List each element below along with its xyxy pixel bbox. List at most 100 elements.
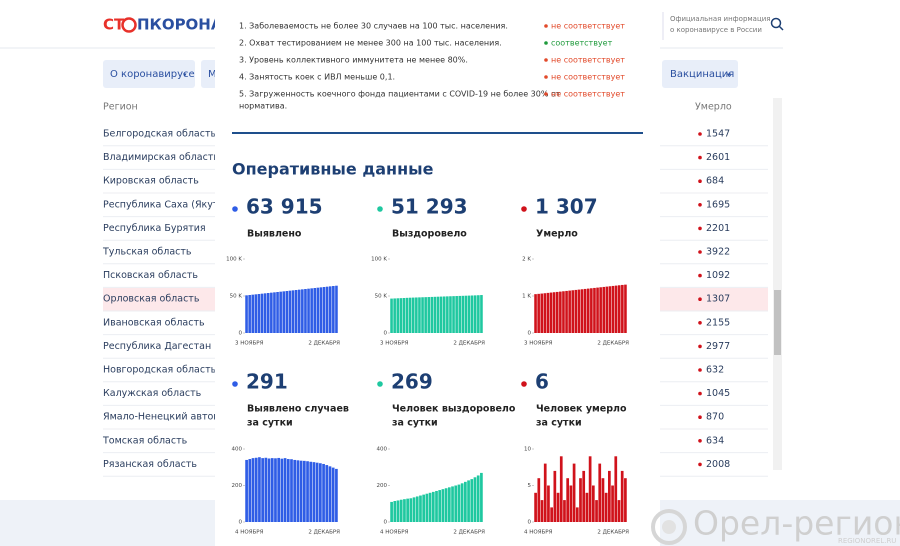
bar: [553, 470, 557, 522]
bar: [290, 459, 293, 522]
death-dot: [698, 415, 702, 420]
y-tick-label: 200: [232, 483, 243, 489]
bar: [601, 478, 605, 522]
death-dot: [698, 132, 702, 136]
bar: [537, 293, 540, 333]
bar: [546, 292, 550, 333]
x-tick-label: 2 ДЕКАБРЯ: [597, 530, 629, 536]
bar: [605, 286, 609, 333]
death-count: 2977: [706, 341, 730, 352]
bar: [476, 475, 480, 522]
bar: [273, 292, 276, 333]
bar: [433, 296, 437, 333]
nav-label[interactable]: О коронавирусе: [110, 69, 195, 80]
death-dot: [698, 226, 702, 231]
stat-label: Выявлено случаев: [247, 404, 349, 415]
x-tick-label: 3 НОЯБРЯ: [380, 341, 409, 347]
bar: [306, 461, 309, 522]
bar: [254, 457, 258, 522]
bar: [460, 483, 464, 522]
death-count: 2155: [706, 317, 730, 328]
bar: [419, 495, 422, 522]
search-icon[interactable]: [770, 17, 784, 31]
scrollbar[interactable]: [773, 98, 782, 470]
bar: [562, 291, 565, 333]
bar: [304, 289, 307, 333]
death-count: 1092: [706, 270, 730, 281]
bar: [331, 467, 335, 522]
bar: [611, 485, 614, 522]
bar: [455, 296, 458, 333]
bar: [590, 288, 593, 333]
region-name: Рязанская область: [103, 459, 197, 470]
bar: [461, 295, 465, 333]
bar: [310, 288, 313, 333]
x-tick-label: 4 НОЯБРЯ: [235, 530, 264, 536]
bar: [257, 294, 261, 333]
x-tick-label: 4 НОЯБРЯ: [524, 530, 553, 536]
nav-label[interactable]: М: [208, 69, 217, 80]
nav-caret: ▾: [727, 71, 731, 79]
bar: [556, 492, 560, 522]
death-count: 2601: [706, 152, 730, 163]
bar: [301, 289, 304, 333]
y-tick-label: 0: [384, 331, 388, 337]
section-title: Оперативные данные: [232, 160, 434, 179]
bar: [598, 463, 602, 522]
bar: [555, 291, 559, 333]
death-count: 684: [706, 176, 724, 187]
y-tick-label: 0: [239, 520, 243, 526]
bar: [467, 295, 471, 333]
region-name: Республика Саха (Якутия): [103, 199, 234, 210]
bar: [583, 288, 587, 333]
bar: [263, 293, 267, 333]
region-name: Псковская область: [103, 270, 198, 281]
bar: [457, 484, 461, 522]
header-info: о коронавирусе в России: [670, 26, 762, 34]
bar: [299, 460, 303, 522]
bar: [559, 456, 563, 522]
scroll-thumb[interactable]: [774, 290, 781, 355]
nav-button[interactable]: [103, 60, 195, 88]
y-tick-label: 50 K: [375, 294, 388, 300]
bar: [446, 296, 449, 333]
bar: [427, 297, 431, 333]
nav-button[interactable]: [662, 60, 738, 88]
bar: [624, 478, 627, 522]
death-count: 1307: [706, 294, 730, 305]
bar: [480, 295, 483, 333]
bar: [473, 295, 477, 333]
bar: [572, 463, 576, 522]
stat-dot: [377, 206, 383, 212]
bar: [477, 295, 480, 333]
y-tick-label: 100 K: [371, 257, 387, 263]
bar: [439, 296, 443, 333]
bar: [399, 298, 403, 333]
bar: [307, 288, 310, 333]
bar: [322, 287, 326, 333]
bar: [276, 292, 279, 333]
region-name: Владимирская область: [103, 152, 219, 163]
bar: [409, 498, 413, 522]
bar: [283, 458, 287, 522]
bar: [270, 292, 273, 333]
watermark-logo: [662, 520, 676, 534]
bar: [309, 461, 313, 522]
stat-label: за сутки: [536, 418, 582, 429]
bar: [258, 457, 261, 522]
region-name: Ивановская область: [103, 317, 205, 328]
bar: [588, 456, 592, 522]
bar: [593, 287, 596, 333]
bar: [537, 478, 541, 522]
bar: [248, 459, 252, 522]
stat-dot: [377, 381, 383, 387]
bar: [390, 298, 393, 333]
bar: [415, 496, 419, 522]
bar: [579, 478, 582, 522]
status-dot: [544, 58, 548, 62]
bar: [302, 460, 306, 522]
column-header: Умерло: [695, 102, 732, 113]
nav-label[interactable]: Вакцинация: [670, 69, 734, 80]
criterion-text: 1. Заболеваемость не более 30 случаев на…: [239, 22, 508, 31]
logo-red: СТ: [103, 16, 125, 34]
